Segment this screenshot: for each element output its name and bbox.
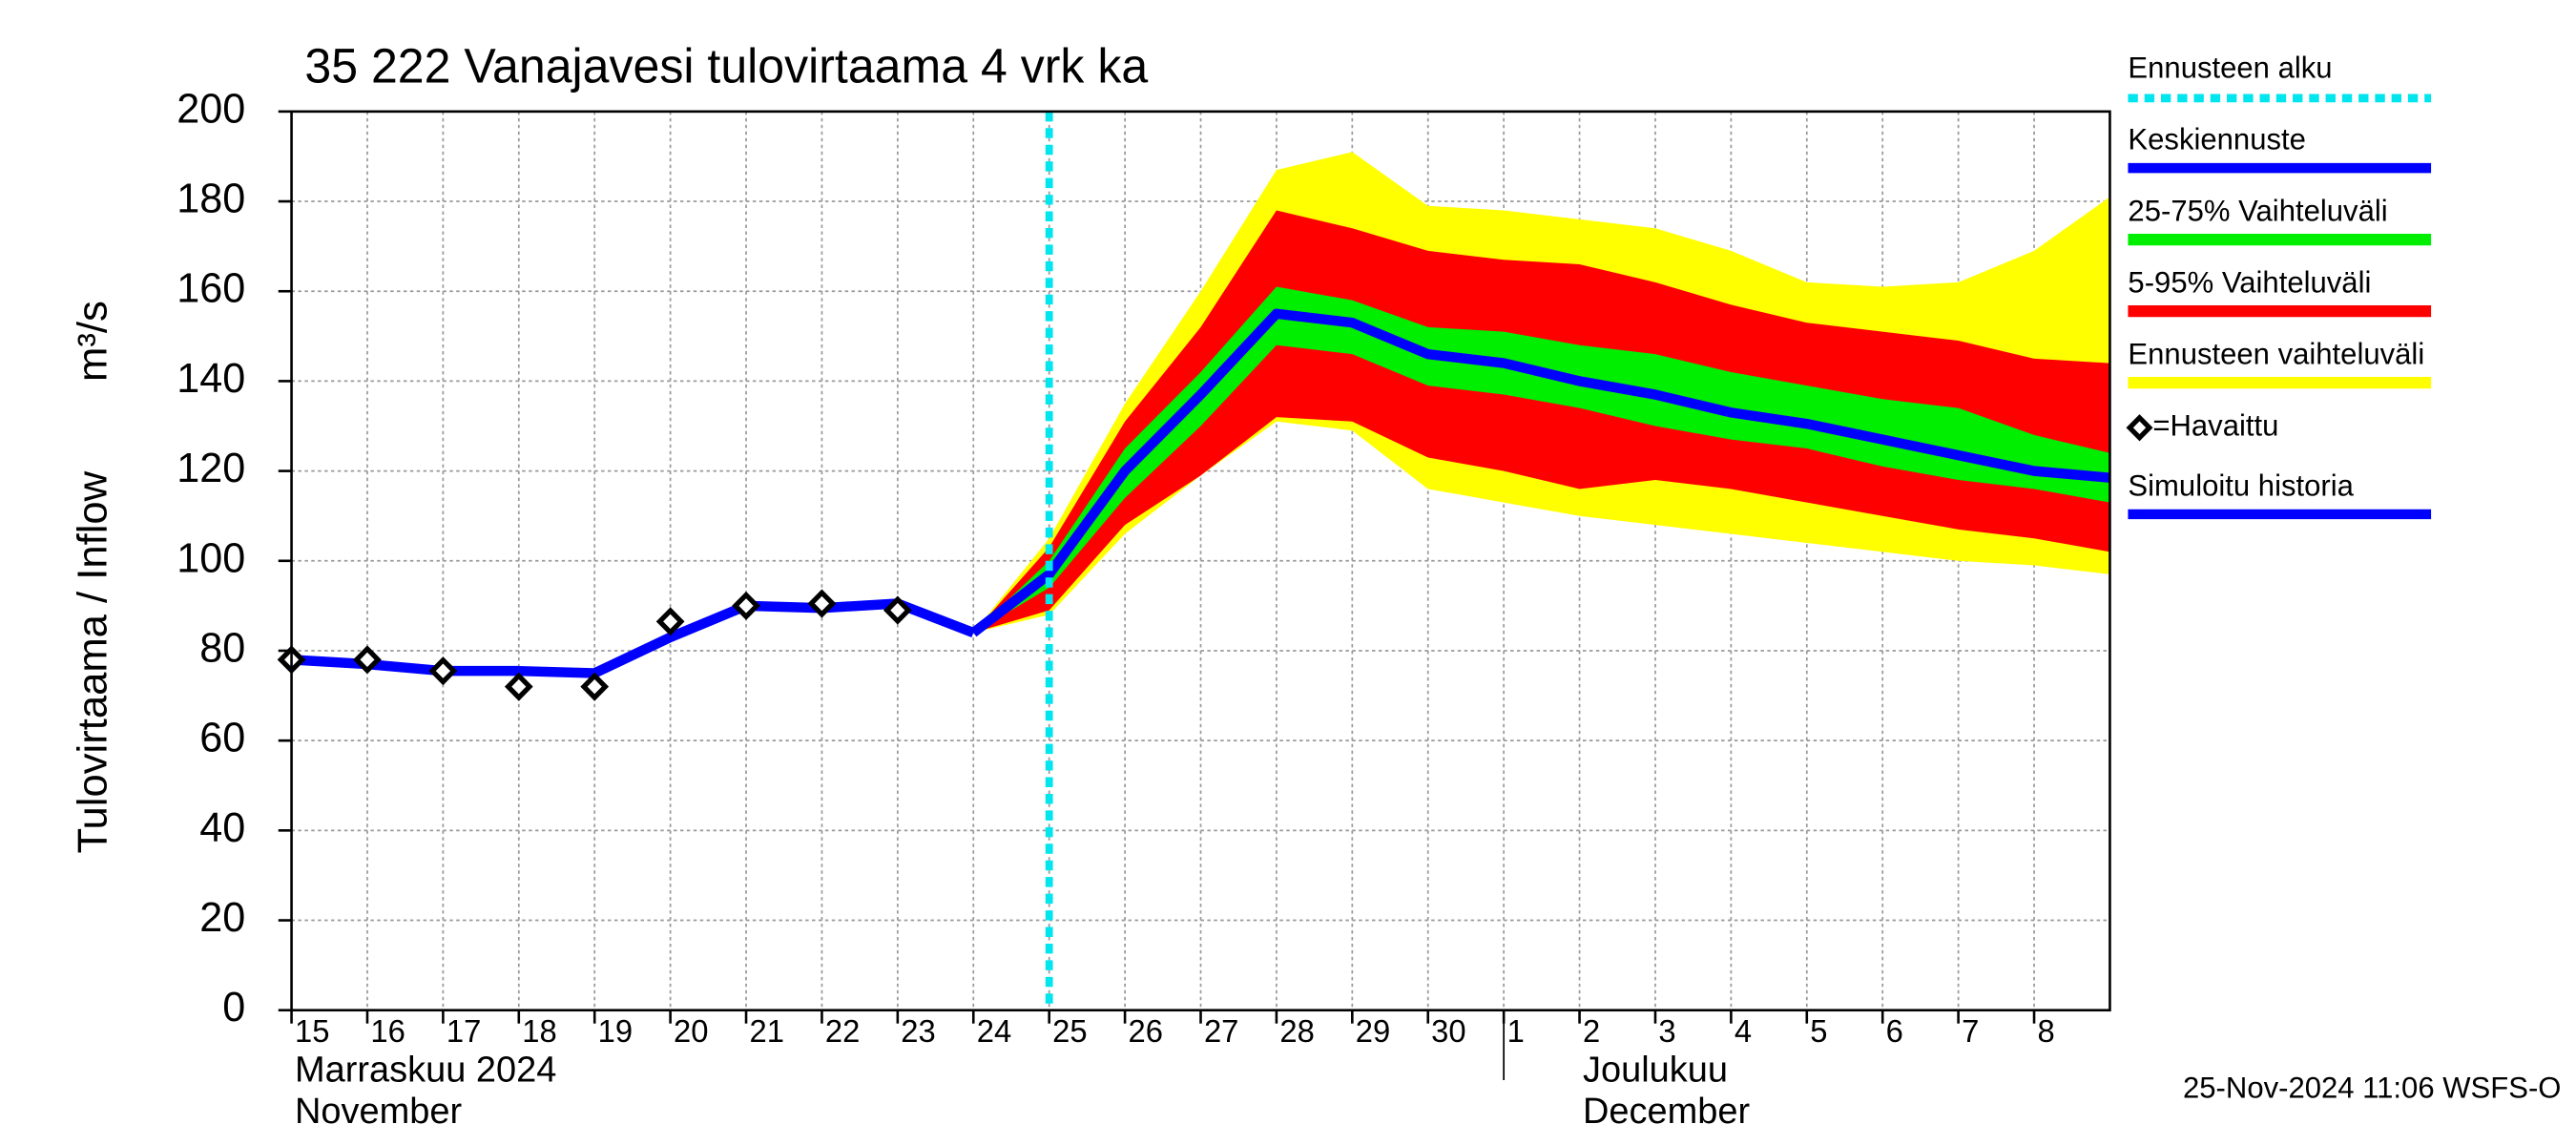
x-tick-label: 28 — [1279, 1013, 1314, 1049]
y-tick-label: 100 — [177, 535, 245, 581]
legend-label: Simuloitu historia — [2128, 468, 2354, 502]
x-tick-label: 20 — [674, 1013, 708, 1049]
x-tick-label: 19 — [598, 1013, 633, 1049]
x-tick-label: 26 — [1129, 1013, 1163, 1049]
legend-label: Keskiennuste — [2128, 122, 2305, 156]
band — [973, 286, 2110, 634]
legend-label: =Havaittu — [2152, 408, 2278, 442]
observed-point — [353, 645, 382, 675]
plot-frame — [290, 110, 2111, 1012]
series-layer — [277, 152, 2110, 701]
y-tick-label: 0 — [222, 985, 245, 1030]
legend-swatch — [2126, 414, 2153, 442]
line — [291, 598, 976, 678]
x-tick-label: 2 — [1583, 1013, 1600, 1049]
y-tick-label: 180 — [177, 176, 245, 221]
y-tick-label: 140 — [177, 356, 245, 402]
y-tick-label: 160 — [177, 266, 245, 312]
x-tick-label: 4 — [1735, 1013, 1752, 1049]
x-tick-label: 24 — [977, 1013, 1011, 1049]
timestamp: 25-Nov-2024 11:06 WSFS-O — [2183, 1072, 2561, 1105]
observed-point — [807, 589, 837, 618]
month-label: Marraskuu 2024 — [295, 1049, 556, 1090]
x-tick-label: 25 — [1052, 1013, 1087, 1049]
month-label: November — [295, 1091, 462, 1132]
month-label: December — [1583, 1091, 1750, 1132]
x-tick-label: 23 — [901, 1013, 935, 1049]
line — [970, 308, 2110, 637]
y-tick-label: 40 — [199, 805, 245, 851]
legend-label: Ennusteen alku — [2128, 51, 2332, 84]
y-tick-label: 60 — [199, 715, 245, 760]
y-axis-label: Tulovirtaama / Inflow — [71, 470, 116, 853]
x-tick-label: 1 — [1507, 1013, 1525, 1049]
legend-label: 5-95% Vaihteluväli — [2128, 265, 2371, 299]
x-tick-label: 7 — [1962, 1013, 1979, 1049]
x-tick-label: 22 — [825, 1013, 860, 1049]
y-tick-label: 120 — [177, 446, 245, 491]
y-tick-label: 200 — [177, 86, 245, 132]
x-tick-label: 17 — [447, 1013, 481, 1049]
y-tick-label: 20 — [199, 895, 245, 941]
x-tick-label: 16 — [370, 1013, 405, 1049]
y-axis-unit: m³/s — [71, 301, 116, 382]
y-tick-label: 80 — [199, 625, 245, 671]
x-tick-label: 8 — [2037, 1013, 2054, 1049]
month-label: Joulukuu — [1583, 1049, 1728, 1090]
x-tick-label: 21 — [749, 1013, 783, 1049]
legend: Ennusteen alku Keskiennuste 25-75% Vaihtel… — [2126, 51, 2432, 520]
observed-point — [580, 672, 610, 701]
observed-point — [883, 595, 912, 625]
observed-point — [428, 656, 458, 686]
x-tick-label: 5 — [1810, 1013, 1827, 1049]
x-tick-label: 6 — [1886, 1013, 1903, 1049]
chart-title: 35 222 Vanajavesi tulovirtaama 4 vrk ka — [304, 38, 1148, 93]
x-tick-label: 29 — [1356, 1013, 1390, 1049]
observed-point — [655, 607, 685, 636]
x-tick-label: 3 — [1658, 1013, 1675, 1049]
x-tick-label: 30 — [1431, 1013, 1465, 1049]
x-tick-label: 27 — [1204, 1013, 1238, 1049]
x-tick-label: 18 — [522, 1013, 556, 1049]
observed-point — [732, 591, 760, 620]
legend-label: 25-75% Vaihteluväli — [2128, 194, 2387, 227]
observed-point — [504, 672, 533, 701]
x-tick-label: 15 — [295, 1013, 329, 1049]
legend-label: Ennusteen vaihteluväli — [2128, 337, 2424, 370]
